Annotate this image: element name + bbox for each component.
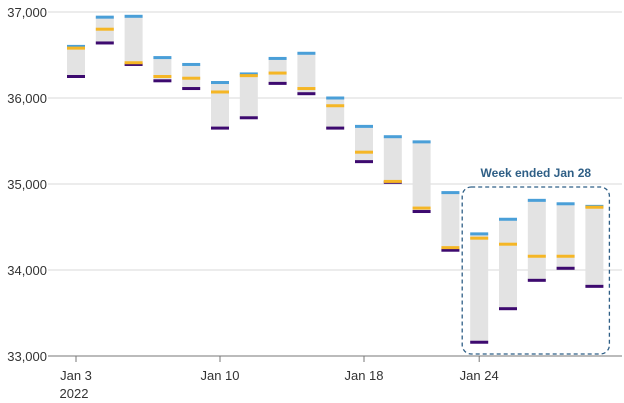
annotation: Week ended Jan 28: [461, 166, 611, 355]
low-marker: [355, 160, 373, 164]
high-marker: [124, 14, 143, 18]
range-bar: [124, 16, 143, 65]
y-tick-label: 36,000: [7, 91, 47, 106]
close-marker: [239, 74, 258, 78]
close-marker: [412, 206, 431, 210]
x-tick-label: Jan 18: [344, 368, 383, 383]
close-marker: [527, 254, 546, 258]
high-marker: [268, 56, 287, 60]
close-marker: [95, 27, 114, 31]
high-marker: [383, 135, 402, 139]
high-marker: [95, 15, 114, 19]
close-marker: [67, 46, 85, 50]
close-marker: [124, 61, 143, 65]
high-marker: [211, 81, 229, 85]
low-marker: [297, 92, 316, 96]
range-bar: [499, 219, 517, 309]
low-marker: [412, 210, 431, 214]
close-marker: [355, 150, 373, 154]
low-marker: [499, 307, 517, 311]
low-marker: [470, 340, 489, 344]
low-marker: [153, 79, 172, 83]
low-marker: [95, 41, 114, 45]
low-marker: [268, 81, 287, 85]
close-marker: [383, 179, 402, 183]
close-marker: [182, 76, 201, 80]
high-marker: [355, 124, 373, 128]
low-marker: [556, 266, 575, 270]
close-marker: [268, 71, 287, 75]
high-marker: [412, 140, 431, 144]
y-axis-labels: 33,000 34,000 35,000 36,000 37,000: [7, 5, 47, 364]
x-tick-sublabel: 2022: [60, 386, 89, 401]
close-marker: [211, 90, 229, 94]
high-marker: [499, 217, 517, 221]
high-marker: [527, 198, 546, 202]
low-marker: [441, 248, 460, 252]
range-bar: [239, 73, 258, 118]
close-marker: [470, 236, 489, 240]
x-tick-label: Jan 10: [200, 368, 239, 383]
range-bar: [297, 53, 316, 94]
low-marker: [527, 278, 546, 282]
range-bar: [527, 200, 546, 281]
high-marker: [67, 44, 85, 48]
high-marker: [441, 191, 460, 195]
range-bar: [211, 82, 229, 129]
range-bar: [412, 141, 431, 212]
high-marker: [297, 51, 316, 55]
close-marker: [297, 87, 316, 91]
high-marker: [182, 62, 201, 66]
low-marker: [326, 126, 345, 130]
high-marker: [153, 56, 172, 60]
low-marker: [211, 126, 229, 130]
low-marker: [182, 87, 201, 91]
range-bar: [355, 126, 373, 162]
range-bar: [383, 136, 402, 183]
annotation-box: [461, 186, 611, 355]
high-marker: [326, 96, 345, 100]
x-tick-label: Jan 3: [60, 368, 92, 383]
annotation-label: Week ended Jan 28: [481, 166, 592, 180]
close-marker: [585, 205, 604, 209]
range-bar: [153, 57, 172, 81]
low-marker: [239, 116, 258, 120]
range-bar: [556, 203, 575, 269]
y-tick-label: 37,000: [7, 5, 47, 20]
close-marker: [556, 254, 575, 258]
low-marker: [67, 75, 85, 78]
range-bar: [326, 98, 345, 129]
y-tick-label: 34,000: [7, 263, 47, 278]
range-bar: [441, 192, 460, 251]
y-tick-label: 33,000: [7, 349, 47, 364]
high-marker: [470, 232, 489, 236]
x-axis: Jan 3 2022 Jan 10 Jan 18 Jan 24: [48, 355, 622, 401]
close-marker: [499, 242, 517, 246]
low-marker: [585, 284, 604, 288]
close-marker: [153, 75, 172, 78]
close-marker: [326, 104, 345, 108]
close-marker: [441, 246, 460, 250]
range-bar: [268, 58, 287, 84]
range-bars: [67, 14, 604, 344]
range-bar: [470, 233, 489, 343]
range-bar: [67, 46, 85, 77]
range-bar: [585, 206, 604, 287]
x-tick-label: Jan 24: [460, 368, 499, 383]
range-bar: [182, 64, 201, 89]
high-marker: [556, 202, 575, 206]
high-marker: [239, 72, 258, 76]
low-marker: [124, 62, 143, 66]
y-tick-label: 35,000: [7, 177, 47, 192]
